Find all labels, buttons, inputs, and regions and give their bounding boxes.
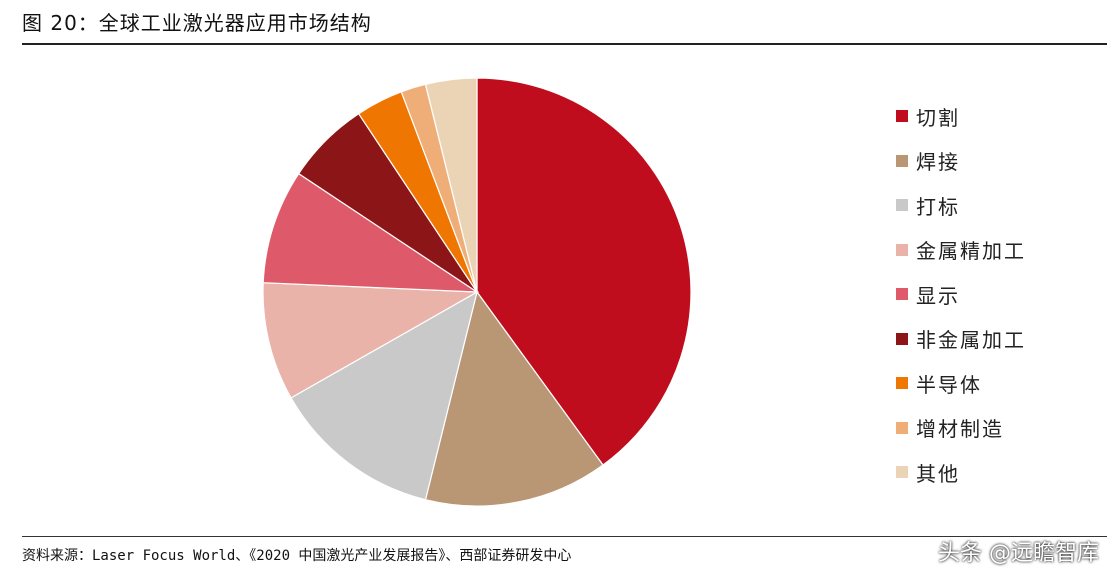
legend-item-2: 焊接: [896, 139, 1026, 184]
legend-swatch: [896, 466, 908, 479]
legend-item-5: 显示: [896, 272, 1026, 317]
pie-slice-9: [424, 77, 478, 293]
legend-label: 焊接: [916, 150, 960, 175]
source-note: 资料来源：Laser Focus World、《2020 中国激光产业发展报告》…: [22, 548, 572, 564]
legend-swatch: [896, 199, 908, 212]
legend-item-6: 非金属加工: [896, 317, 1026, 362]
legend-label: 打标: [916, 194, 960, 219]
legend-label: 非金属加工: [916, 328, 1026, 353]
legend-label: 半导体: [916, 372, 982, 397]
legend-swatch: [896, 288, 908, 301]
legend-swatch: [896, 154, 908, 167]
legend-item-8: 增材制造: [896, 406, 1026, 451]
pie-slice-2: [424, 290, 604, 507]
legend-item-3: 打标: [896, 183, 1026, 228]
pie-slices: [262, 77, 692, 507]
legend-item-7: 半导体: [896, 361, 1026, 406]
pie-chart: [262, 77, 692, 507]
legend-swatch: [896, 377, 908, 390]
source-divider: [22, 536, 1107, 537]
legend-item-1: 切割: [896, 94, 1026, 139]
title-divider: [22, 43, 1107, 45]
legend-item-9: 其他: [896, 450, 1026, 495]
legend-item-4: 金属精加工: [896, 228, 1026, 273]
legend-swatch: [896, 243, 908, 256]
legend-swatch: [896, 421, 908, 434]
pie-slice-4: [262, 282, 480, 399]
pie-slice-1: [476, 77, 692, 466]
figure-title: 图 20：全球工业激光器应用市场结构: [22, 11, 372, 35]
watermark: 头条 @远瞻智库: [938, 541, 1099, 566]
legend-label: 增材制造: [916, 417, 1004, 442]
pie-slice-5: [262, 172, 480, 293]
legend-label: 金属精加工: [916, 239, 1026, 264]
pie-slice-3: [290, 290, 478, 501]
legend-swatch: [896, 332, 908, 345]
legend-label: 显示: [916, 283, 960, 308]
legend-label: 切割: [916, 105, 960, 130]
legend-swatch: [896, 110, 908, 123]
legend-label: 其他: [916, 461, 960, 486]
chart-legend: 切割焊接打标金属精加工显示非金属加工半导体增材制造其他: [896, 94, 1026, 495]
